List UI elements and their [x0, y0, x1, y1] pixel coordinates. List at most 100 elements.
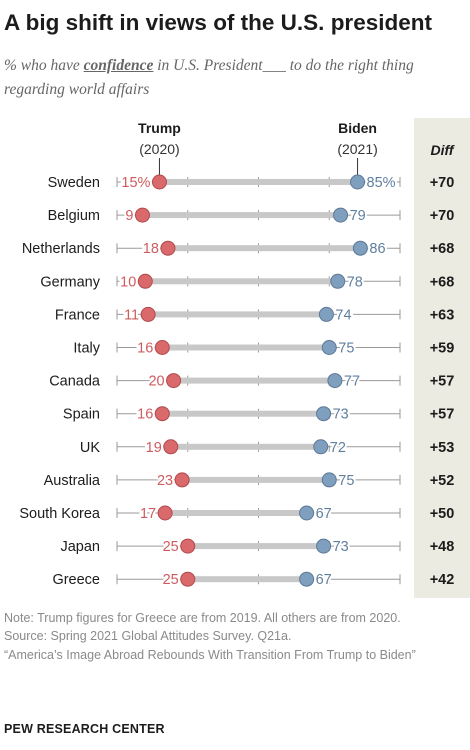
biden-dot: [330, 273, 346, 289]
trump-value-label: 25: [163, 539, 179, 555]
country-label: Japan: [60, 539, 100, 555]
diff-value: +52: [430, 473, 455, 489]
diff-value: +57: [430, 374, 455, 390]
connector-bar: [145, 278, 338, 285]
diff-value: +68: [430, 241, 455, 257]
country-label: Australia: [44, 473, 101, 489]
trump-dot: [180, 538, 196, 554]
trump-dot: [137, 273, 153, 289]
biden-dot: [313, 439, 329, 455]
subtitle-lead: % who have: [4, 57, 84, 74]
connector-bar: [182, 476, 330, 483]
biden-value-label: 79: [350, 208, 366, 224]
trump-value-label: 23: [157, 473, 173, 489]
connector-bar: [142, 212, 341, 219]
brand-logo-text: PEW RESEARCH CENTER: [4, 722, 165, 736]
source-text: Source: Spring 2021 Global Attitudes Sur…: [4, 629, 292, 644]
connector-bar: [162, 344, 330, 351]
country-label: Belgium: [48, 208, 100, 224]
trump-dot: [134, 207, 150, 223]
biden-dot: [352, 240, 368, 256]
biden-value-label: 73: [333, 407, 349, 423]
legend-biden-year: (2021): [337, 141, 377, 157]
country-label: South Korea: [19, 506, 101, 522]
trump-dot: [154, 340, 170, 355]
diff-value: +63: [430, 307, 455, 323]
biden-value-label: 75: [338, 473, 354, 489]
connector-bar: [162, 410, 324, 417]
country-label: Canada: [49, 374, 101, 390]
note-text: Note: Trump figures for Greece are from …: [4, 611, 401, 625]
biden-dot: [316, 538, 332, 554]
biden-value-label: 78: [347, 274, 363, 290]
trump-dot: [160, 240, 176, 256]
country-label: Italy: [73, 341, 100, 357]
biden-value-label: 74: [335, 307, 351, 323]
biden-dot: [316, 406, 332, 422]
trump-value-label: 20: [148, 374, 164, 390]
trump-value-label: 16: [137, 341, 153, 357]
trump-value-label: 10: [120, 274, 136, 290]
diff-value: +70: [430, 175, 455, 191]
diff-value: +53: [430, 440, 455, 456]
connector-bar: [173, 377, 335, 384]
connector-bar: [170, 443, 321, 450]
trump-dot: [151, 174, 167, 190]
biden-value-label: 72: [330, 440, 346, 456]
diff-header: Diff: [430, 142, 454, 158]
diff-value: +68: [430, 274, 455, 290]
legend-trump-year: (2020): [139, 141, 179, 157]
country-label: Netherlands: [22, 241, 100, 257]
subtitle-tail: in U.S. President___ to do the right thi…: [4, 57, 414, 98]
trump-value-label: 16: [137, 407, 153, 423]
biden-value-label: 85%: [367, 175, 396, 191]
legend-biden-name: Biden: [338, 120, 377, 136]
diff-column-band: [414, 118, 470, 598]
trump-value-label: 15%: [121, 175, 150, 191]
biden-value-label: 77: [344, 374, 360, 390]
trump-dot: [180, 571, 196, 587]
biden-dot: [299, 571, 315, 587]
biden-value-label: 73: [333, 539, 349, 555]
diff-value: +57: [430, 407, 455, 423]
legend-trump-name: Trump: [138, 120, 181, 136]
diff-value: +59: [430, 341, 455, 357]
country-label: France: [55, 307, 100, 323]
biden-dot: [350, 174, 366, 190]
trump-dot: [166, 373, 182, 389]
diff-value: +48: [430, 539, 455, 555]
trump-dot: [157, 505, 173, 521]
dot-plot: Trump (2020) Biden (2021) Diff Sweden 15% 85% +7…: [19, 118, 470, 598]
chart-notes: Note: Trump figures for Greece are from …: [4, 609, 464, 664]
subtitle-emphasis: confidence: [83, 57, 154, 74]
trump-dot: [163, 439, 179, 455]
biden-dot: [321, 340, 337, 355]
biden-dot: [333, 207, 349, 223]
connector-bar: [165, 510, 307, 516]
diff-value: +50: [430, 506, 455, 522]
biden-value-label: 86: [369, 241, 385, 257]
trump-value-label: 18: [143, 241, 159, 257]
trump-value-label: 11: [124, 307, 139, 323]
trump-value-label: 19: [146, 440, 162, 456]
biden-dot: [318, 306, 334, 322]
connector-bar: [159, 179, 358, 185]
country-label: Sweden: [48, 175, 100, 191]
biden-value-label: 67: [316, 506, 332, 522]
report-title: “America’s Image Abroad Rebounds With Tr…: [4, 647, 416, 662]
connector-bar: [167, 245, 361, 252]
trump-dot: [174, 472, 190, 488]
trump-dot: [140, 306, 156, 322]
diff-value: +42: [430, 572, 455, 588]
connector-bar: [148, 311, 327, 318]
trump-value-label: 17: [140, 506, 156, 522]
connector-bar: [187, 543, 324, 550]
trump-dot: [154, 406, 170, 422]
trump-value-label: 25: [163, 572, 179, 588]
country-label: Greece: [52, 572, 100, 588]
biden-dot: [299, 505, 315, 521]
biden-value-label: 75: [338, 341, 354, 357]
diff-value: +70: [430, 208, 455, 224]
country-label: Spain: [63, 407, 100, 423]
